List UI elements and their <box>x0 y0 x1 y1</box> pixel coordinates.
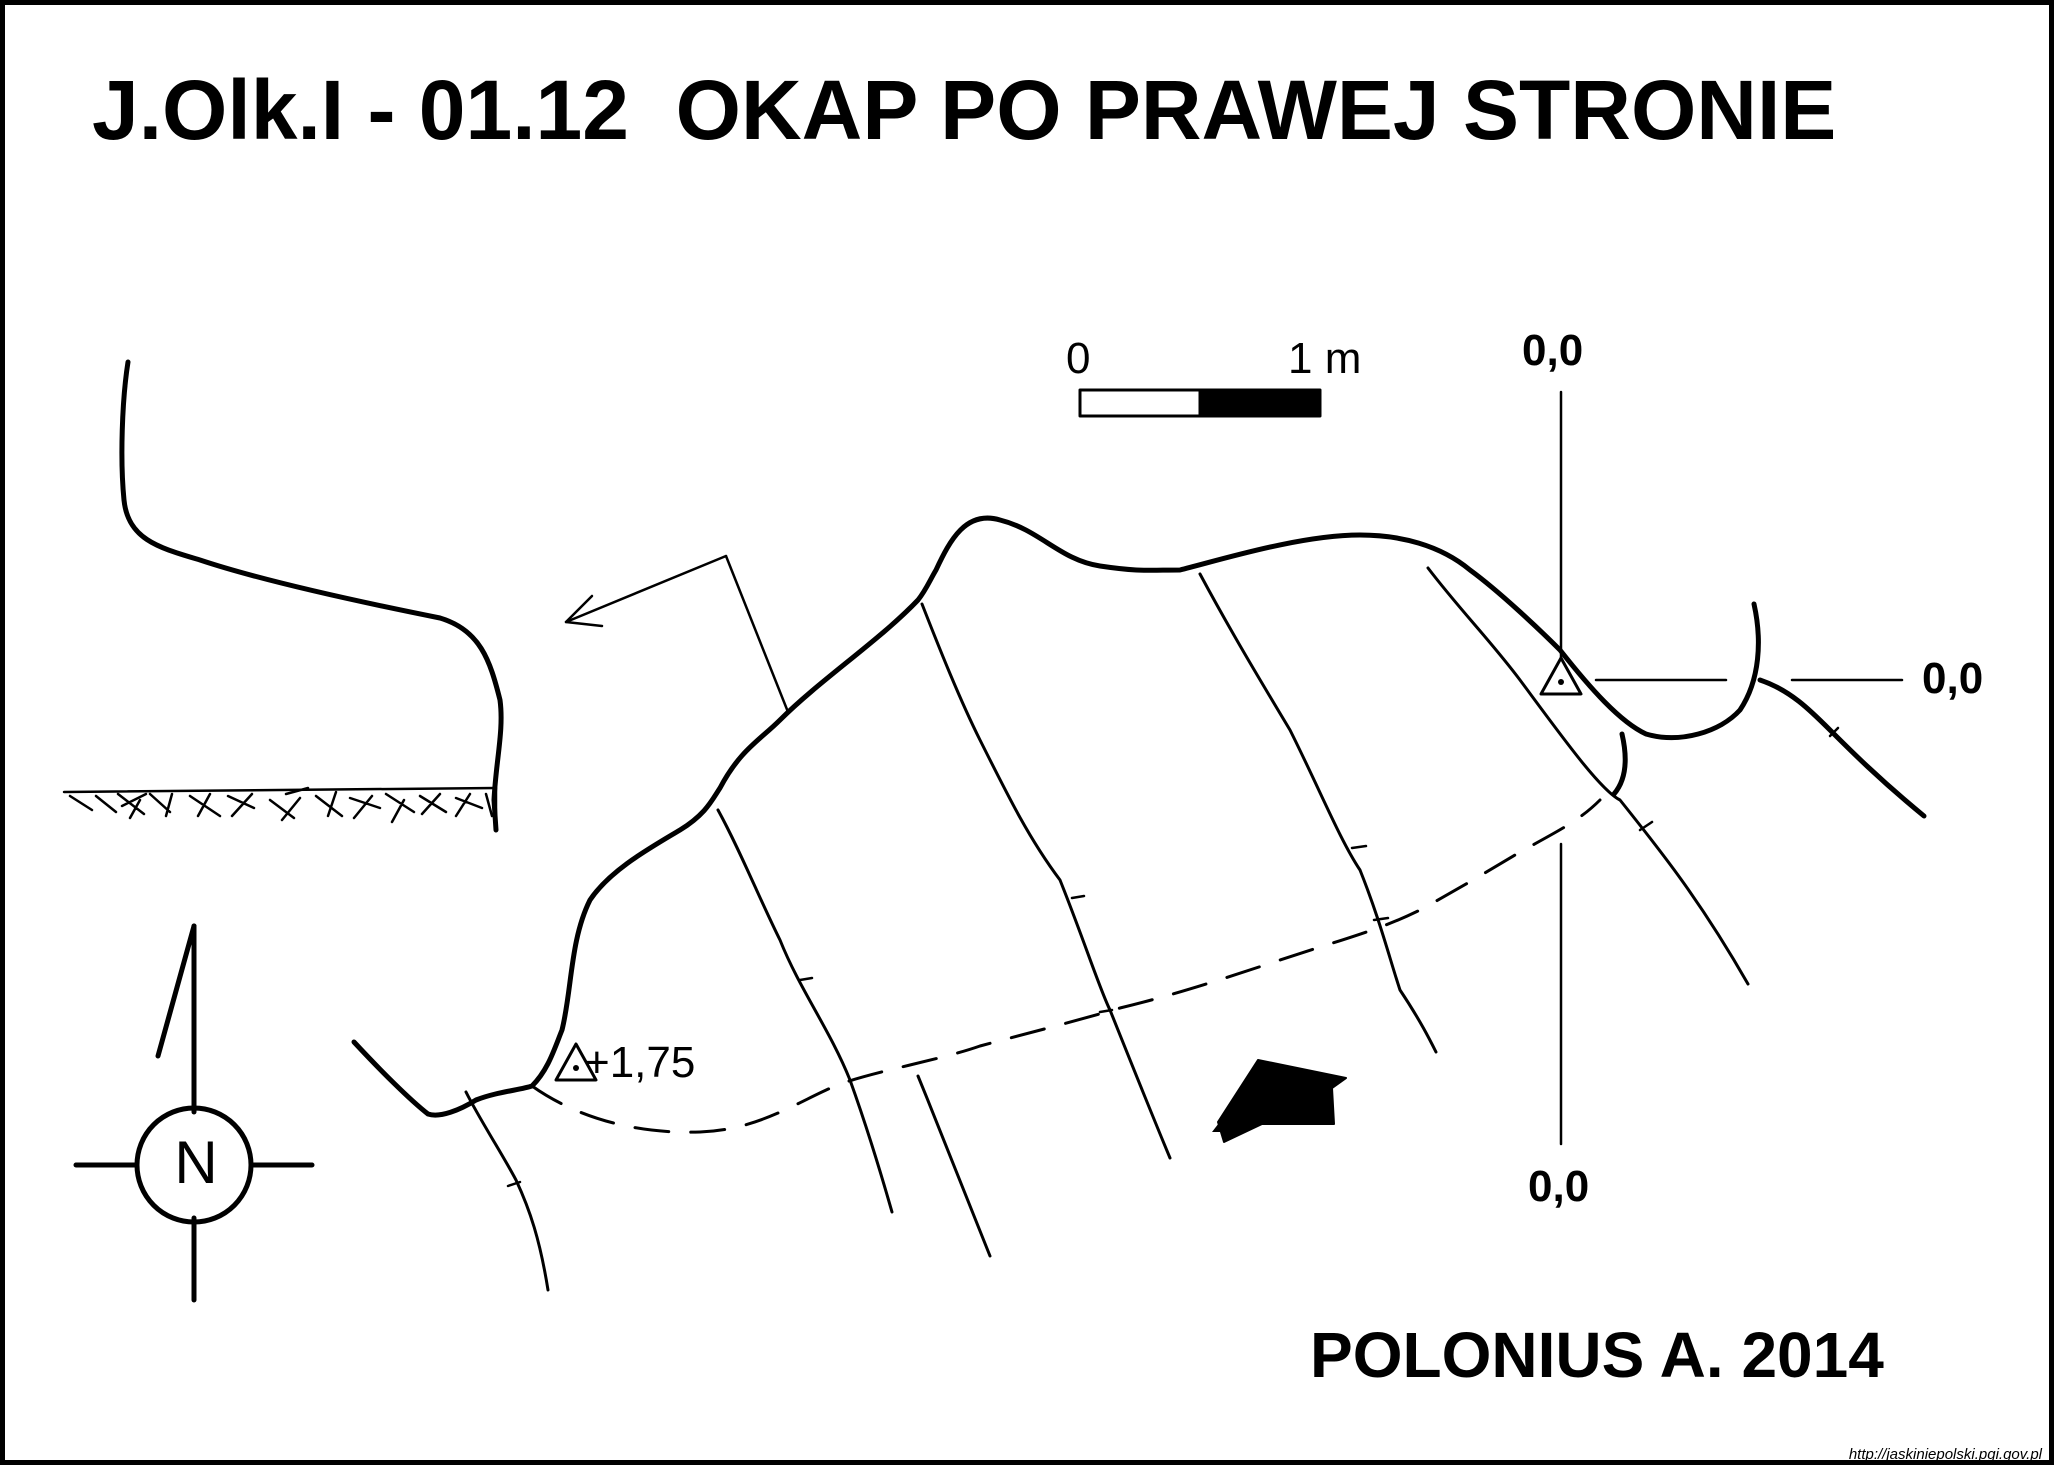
scale-start-label: 0 <box>1066 334 1091 383</box>
cross-section-floor-hatch <box>62 786 498 830</box>
north-letter: N <box>174 1129 218 1196</box>
survey-station-1750 <box>554 1042 598 1082</box>
entrance-arrow <box>1217 1059 1347 1143</box>
section-label-right: 0,0 <box>1922 654 1984 703</box>
section-label-top: 0,0 <box>1522 326 1584 375</box>
author-credit: POLONIUS A. 2014 <box>1310 1319 1884 1391</box>
scale-bar <box>1078 388 1322 418</box>
dripline-dashed <box>530 798 1602 1134</box>
north-arrow <box>73 923 315 1303</box>
cross-section-profile <box>119 359 504 833</box>
survey-station-zero <box>1539 656 1583 696</box>
source-url-link[interactable]: http://jaskiniepolski.pgi.gov.pl <box>1848 1446 2042 1463</box>
section-guide-lines <box>564 390 1904 1146</box>
ridge-tick-marks <box>506 726 1840 1188</box>
map-title: J.Olk.I - 01.12 OKAP PO PRAWEJ STRONIE <box>92 63 1837 157</box>
rock-ridge-lines <box>464 566 1750 1292</box>
cave-outline <box>351 515 1927 1118</box>
section-label-bottom: 0,0 <box>1528 1162 1590 1211</box>
survey-point-label: +1,75 <box>584 1038 696 1087</box>
scale-end-label: 1 m <box>1288 334 1362 383</box>
